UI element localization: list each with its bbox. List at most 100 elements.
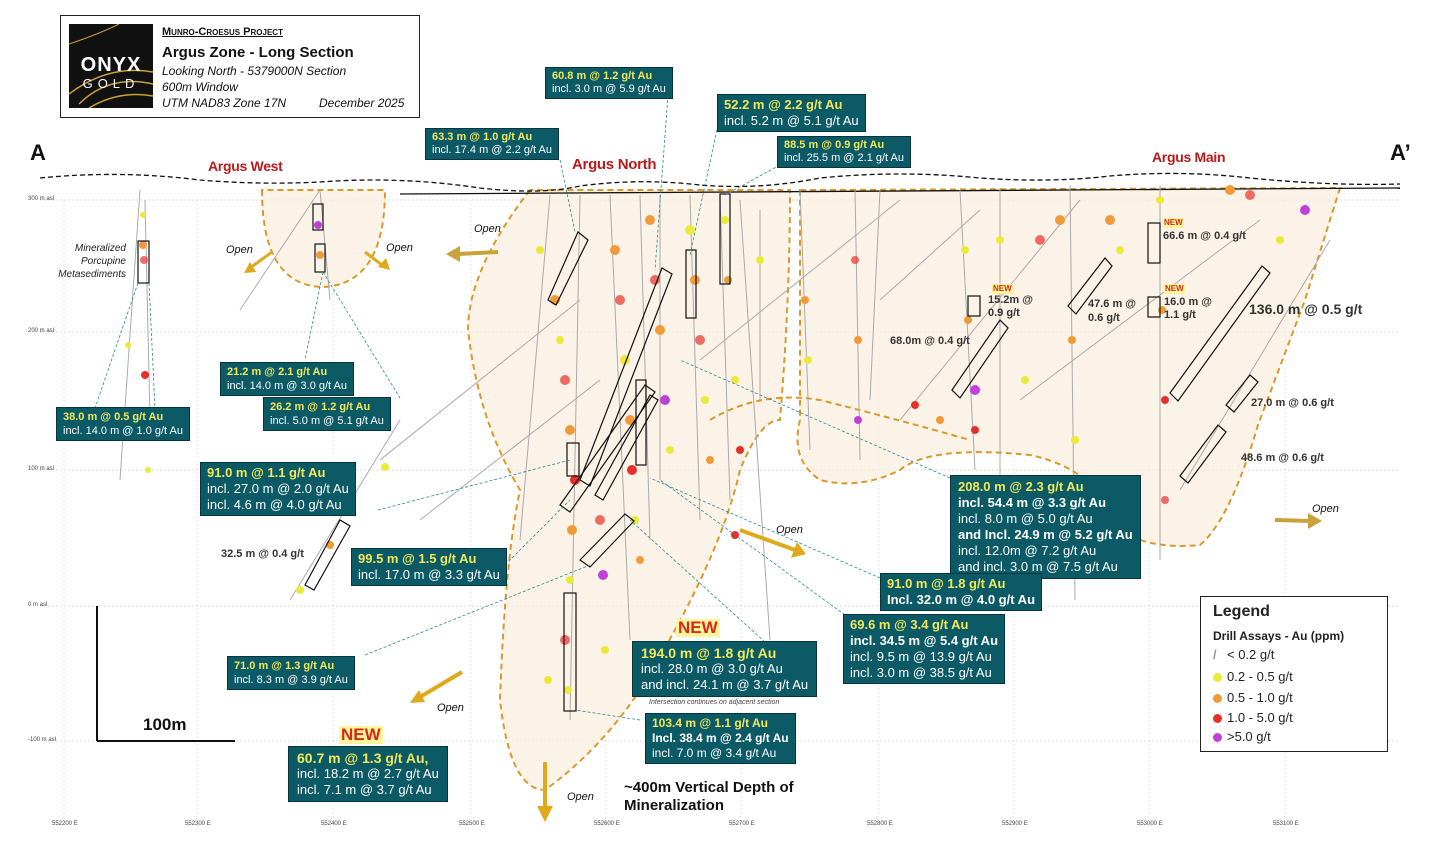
- contour-icon: [69, 24, 153, 108]
- depth-note-line-1: ~400m Vertical Depth of: [624, 779, 794, 796]
- onyx-gold-logo: ONYX GOLD: [69, 24, 153, 108]
- new-badge: NEW: [1163, 218, 1184, 228]
- callout-detail: incl. 5.2 m @ 5.1 g/t Au: [724, 113, 859, 128]
- intercept-callout: 103.4 m @ 1.1 g/t Au Incl. 38.4 m @ 2.4 …: [645, 713, 796, 764]
- intercept-callout: 60.7 m @ 1.3 g/t Au, incl. 18.2 m @ 2.7 …: [288, 746, 448, 802]
- project-name: Munro-Croesus Project: [162, 26, 283, 38]
- callout-detail: incl. 34.5 m @ 5.4 g/t Au: [850, 633, 999, 648]
- section-label-a: A: [30, 140, 46, 165]
- intercept-annotation: 47.6 m @: [1088, 298, 1137, 310]
- view-text: Looking North - 5379000N Section: [162, 64, 347, 78]
- callout-headline: 60.8 m @ 1.2 g/t Au: [552, 70, 653, 82]
- intercept-annotation: 27.0 m @ 0.6 g/t: [1251, 397, 1334, 409]
- open-arrows: [244, 246, 1322, 822]
- callout-detail: incl. 14.0 m @ 1.0 g/t Au: [63, 425, 184, 437]
- callout-detail: incl. 3.0 m @ 5.9 g/t Au: [552, 83, 666, 95]
- legend-item: 0.2 - 0.5 g/t: [1213, 669, 1293, 684]
- open-label: Open: [437, 702, 464, 714]
- easting-label: 552400 E: [321, 821, 347, 827]
- intercept-annotation: 136.0 m @ 0.5 g/t: [1249, 301, 1363, 317]
- callout-detail: incl. 17.0 m @ 3.3 g/t Au: [358, 567, 500, 582]
- callout-detail: incl. 9.5 m @ 13.9 g/t Au: [850, 649, 992, 664]
- open-label: Open: [567, 791, 594, 803]
- easting-label: 553100 E: [1273, 821, 1299, 827]
- intercept-boxes: [137, 193, 1271, 712]
- callout-headline: 194.0 m @ 1.8 g/t Au: [641, 645, 777, 661]
- intercept-callout: 99.5 m @ 1.5 g/t Au incl. 17.0 m @ 3.3 g…: [351, 548, 507, 586]
- zone-argus-north: Argus North: [572, 156, 657, 173]
- intercept-annotation: 66.6 m @ 0.4 g/t: [1163, 230, 1246, 242]
- legend-subtitle: Drill Assays - Au (ppm): [1213, 629, 1345, 643]
- intercept-annotation: 16.0 m @: [1164, 296, 1213, 308]
- intercept-annotation: 15.2m @: [988, 294, 1033, 306]
- legend: Legend Drill Assays - Au (ppm) / < 0.2 g/…: [1200, 596, 1388, 752]
- intercept-callout: 63.3 m @ 1.0 g/t Au incl. 17.4 m @ 2.2 g…: [425, 128, 560, 160]
- intercept-annotation: 1.1 g/t: [1164, 309, 1196, 321]
- open-label: Open: [1312, 503, 1339, 515]
- callout-headline: 69.6 m @ 3.4 g/t Au: [850, 617, 969, 632]
- callout-headline: 60.7 m @ 1.3 g/t Au,: [297, 750, 429, 766]
- orange-dot-icon: [1213, 694, 1222, 704]
- callout-detail: incl. 12.0m @ 7.2 g/t Au: [958, 543, 1097, 558]
- intercept-callout: 60.8 m @ 1.2 g/t Au incl. 3.0 m @ 5.9 g/…: [545, 67, 673, 99]
- elevation-label: 0 m asl: [28, 602, 48, 608]
- callout-detail: and incl. 24.1 m @ 3.7 g/t Au: [641, 677, 809, 692]
- legend-title: Legend: [1213, 603, 1270, 620]
- intercept-annotation: 0.6 g/t: [1088, 312, 1120, 324]
- depth-note: ~400m Vertical Depth of Mineralization: [624, 779, 794, 815]
- yellow-dot-icon: [1213, 673, 1222, 683]
- scale-bar: [96, 606, 235, 742]
- zone-argus-west: Argus West: [208, 158, 283, 174]
- intercept-callout: 38.0 m @ 0.5 g/t Au incl. 14.0 m @ 1.0 g…: [56, 407, 191, 441]
- zone-title: Argus Zone - Long Section: [162, 44, 354, 61]
- callout-detail: and Incl. 24.9 m @ 5.2 g/t Au: [958, 527, 1133, 542]
- legend-item: / < 0.2 g/t: [1213, 647, 1274, 662]
- intercept-callout: 21.2 m @ 2.1 g/t Au incl. 14.0 m @ 3.0 g…: [220, 362, 355, 396]
- elevation-label: 100 m asl: [28, 466, 55, 472]
- new-badge: NEW: [1164, 284, 1185, 294]
- open-label: Open: [474, 223, 501, 235]
- easting-label: 552800 E: [867, 821, 893, 827]
- legend-item: 0.5 - 1.0 g/t: [1213, 690, 1293, 705]
- callout-headline: 99.5 m @ 1.5 g/t Au: [358, 551, 477, 566]
- intercept-callout: 69.6 m @ 3.4 g/t Au incl. 34.5 m @ 5.4 g…: [843, 614, 1006, 684]
- lithology-line-2: Porcupine: [80, 256, 126, 267]
- callout-detail: Incl. 38.4 m @ 2.4 g/t Au: [652, 731, 789, 745]
- purple-dot-icon: [1213, 733, 1222, 743]
- callout-headline: 208.0 m @ 2.3 g/t Au: [958, 479, 1084, 494]
- logo-onyx: ONYX: [80, 54, 142, 76]
- callout-headline: 91.0 m @ 1.8 g/t Au: [887, 576, 1006, 591]
- topographic-surface: [39, 172, 1401, 192]
- window-text: 600m Window: [162, 80, 238, 94]
- easting-label: 552300 E: [185, 821, 211, 827]
- legend-item-label: 0.2 - 0.5 g/t: [1227, 669, 1293, 684]
- callout-detail: incl. 8.0 m @ 5.0 g/t Au: [958, 511, 1093, 526]
- easting-label: 552900 E: [1002, 821, 1028, 827]
- legend-item-label: 0.5 - 1.0 g/t: [1227, 690, 1293, 705]
- callout-detail: incl. 25.5 m @ 2.1 g/t Au: [784, 152, 905, 164]
- legend-item-label: 1.0 - 5.0 g/t: [1227, 710, 1293, 725]
- lithology-line-3: Metasediments: [58, 269, 126, 280]
- callout-detail: incl. 4.6 m @ 4.0 g/t Au: [207, 497, 342, 512]
- open-label: Open: [226, 244, 253, 256]
- slash-icon: /: [1213, 647, 1217, 662]
- callout-headline: 63.3 m @ 1.0 g/t Au: [432, 131, 533, 143]
- easting-label: 552500 E: [459, 821, 485, 827]
- zone-argus-main: Argus Main: [1152, 149, 1226, 165]
- easting-label: 552200 E: [52, 821, 78, 827]
- intercept-callout: 88.5 m @ 0.9 g/t Au incl. 25.5 m @ 2.1 g…: [777, 136, 912, 168]
- intersection-note: Intersection continues on adjacent secti…: [649, 699, 780, 706]
- elevation-label: 200 m asl: [28, 328, 55, 334]
- intercept-callout: 71.0 m @ 1.3 g/t Au incl. 8.3 m @ 3.9 g/…: [227, 656, 355, 690]
- callout-headline: 52.2 m @ 2.2 g/t Au: [724, 97, 843, 112]
- callout-headline: 103.4 m @ 1.1 g/t Au: [652, 716, 768, 730]
- open-label: Open: [776, 524, 803, 536]
- scale-bar-label: 100m: [143, 715, 187, 734]
- easting-label: 553000 E: [1137, 821, 1163, 827]
- datum-text: UTM NAD83 Zone 17N: [162, 96, 287, 110]
- intercept-callout: 208.0 m @ 2.3 g/t Au incl. 54.4 m @ 3.3 …: [950, 475, 1141, 579]
- title-block: ONYX GOLD Munro-Croesus Project Argus Zo…: [60, 15, 420, 118]
- new-badge: NEW: [992, 284, 1013, 294]
- red-dot-icon: [1213, 714, 1222, 724]
